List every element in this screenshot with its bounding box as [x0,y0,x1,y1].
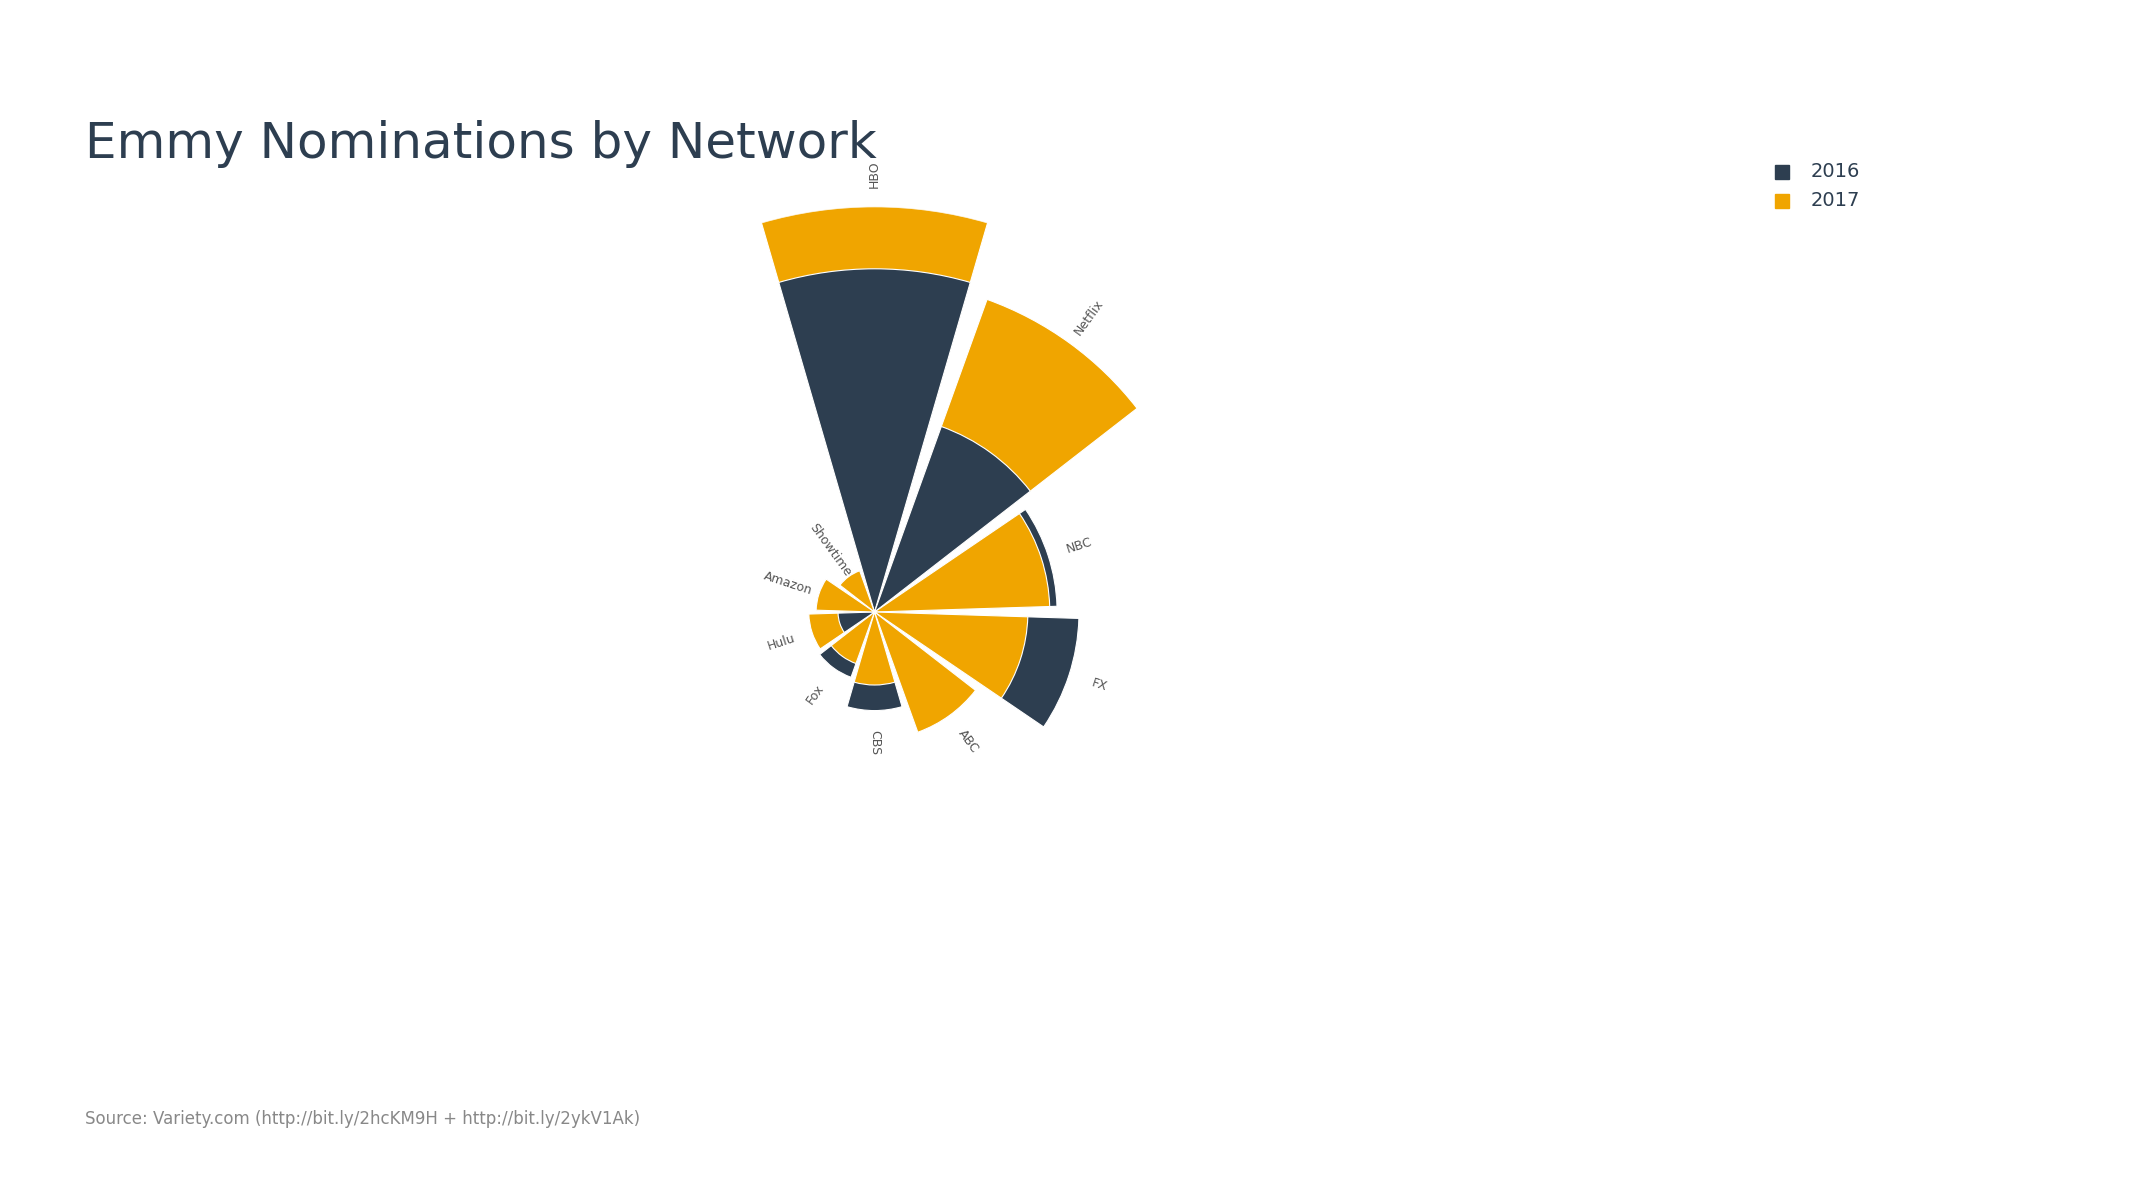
Text: CBS: CBS [868,731,881,756]
Bar [875,612,975,732]
Bar [808,612,875,649]
Bar [853,612,896,685]
Text: Source: Variety.com (http://bit.ly/2hcKM9H + http://bit.ly/2ykV1Ak): Source: Variety.com (http://bit.ly/2hcKM… [85,1110,640,1128]
Bar [875,299,1137,612]
Bar [838,612,875,632]
Text: HBO: HBO [868,161,881,188]
Bar [875,612,1028,698]
Text: Amazon: Amazon [761,570,815,598]
Text: Hulu: Hulu [766,631,798,653]
Text: ABC: ABC [956,727,981,756]
Bar [875,612,1079,727]
Bar [817,580,875,612]
Bar [819,612,875,677]
Text: Emmy Nominations by Network: Emmy Nominations by Network [85,120,877,168]
Bar [875,426,1030,612]
Text: NBC: NBC [1064,535,1094,556]
Legend: 2016, 2017: 2016, 2017 [1768,154,1866,217]
Bar [875,509,1058,612]
Text: Netflix: Netflix [1071,296,1107,337]
Bar [847,612,902,710]
Text: Showtime: Showtime [806,522,853,580]
Bar [779,269,971,612]
Bar [840,571,875,612]
Bar [875,514,1049,612]
Text: FX: FX [1090,677,1109,694]
Bar [832,612,875,664]
Bar [840,571,875,612]
Bar [761,206,988,612]
Text: Fox: Fox [804,682,825,707]
Bar [875,612,975,732]
Bar [817,580,875,612]
